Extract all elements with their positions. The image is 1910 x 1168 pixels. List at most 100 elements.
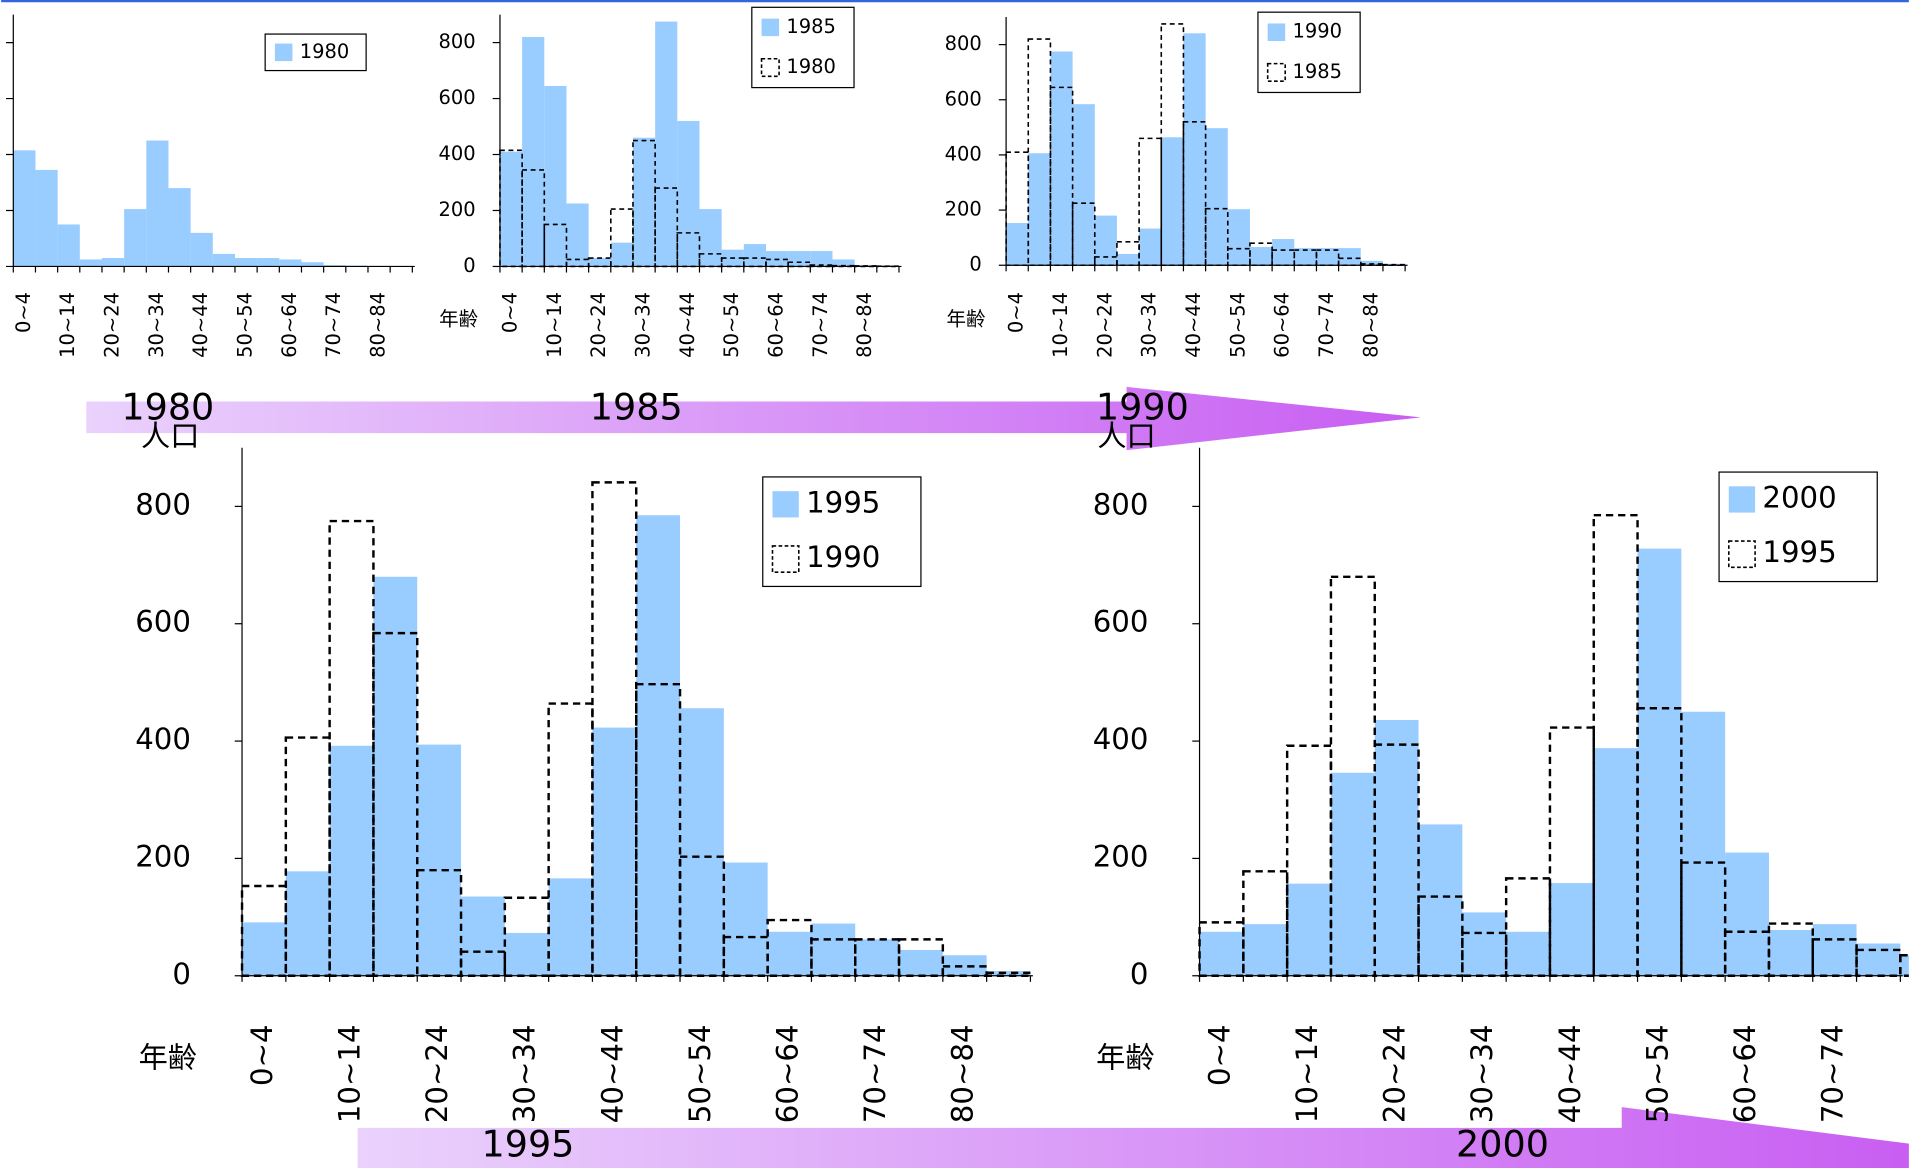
x-tick-label: 30~34 <box>632 292 655 358</box>
y-tick-label: 400 <box>438 142 475 165</box>
bar <box>1161 137 1184 266</box>
legend-swatch <box>761 18 780 37</box>
bar <box>1199 931 1244 976</box>
bar <box>1900 955 1909 976</box>
legend-swatch <box>274 43 293 62</box>
x-axis-label: 年齢 <box>946 307 985 330</box>
bar <box>899 949 943 976</box>
bar-outline <box>1242 870 1289 977</box>
bar <box>942 955 987 976</box>
x-tick-label: 80~84 <box>1359 292 1382 358</box>
bar <box>1418 824 1463 976</box>
x-tick-label: 20~24 <box>587 292 610 358</box>
x-tick-label: 30~34 <box>1138 292 1161 358</box>
bar <box>1725 852 1769 976</box>
bar <box>1637 548 1682 976</box>
x-tick-label: 30~34 <box>1465 1024 1499 1123</box>
x-tick-label: 50~54 <box>1226 292 1249 358</box>
bar <box>373 576 418 976</box>
y-tick-label: 200 <box>438 198 475 221</box>
x-tick-label: 40~44 <box>595 1024 629 1123</box>
legend-label: 1985 <box>1293 60 1343 83</box>
timeline-year: 1995 <box>482 1123 575 1166</box>
bar-outline <box>591 481 638 977</box>
bar <box>680 708 724 976</box>
y-tick-label: 200 <box>1093 839 1149 873</box>
bar <box>699 209 722 267</box>
x-tick-label: 0~4 <box>12 292 35 333</box>
x-tick-label: 60~64 <box>1728 1024 1762 1123</box>
bar <box>588 258 611 267</box>
x-tick-label: 20~24 <box>420 1024 454 1123</box>
x-tick-label: 20~24 <box>1093 292 1116 358</box>
y-tick-label: 800 <box>438 30 475 53</box>
x-tick-label: 40~44 <box>676 292 699 358</box>
bar-outline <box>1271 249 1296 267</box>
bar <box>1549 883 1594 976</box>
bar <box>1856 943 1901 976</box>
bar-outline <box>1461 931 1508 977</box>
bar <box>1183 33 1206 266</box>
bar-outline <box>1315 249 1340 267</box>
bar <box>1768 930 1813 976</box>
bar <box>1028 153 1051 266</box>
bar <box>986 971 1031 976</box>
bar <box>548 878 593 976</box>
bar <box>234 258 258 267</box>
bar <box>743 244 766 267</box>
x-axis-label: 年齢 <box>139 1041 197 1075</box>
bar <box>1139 228 1162 266</box>
bar <box>212 253 235 267</box>
x-tick-label: 50~54 <box>720 292 743 358</box>
bar-outline <box>1138 137 1163 267</box>
y-tick-label: 600 <box>945 87 982 110</box>
bar <box>301 262 324 267</box>
timeline-arrow <box>86 386 1421 451</box>
x-tick-label: 10~14 <box>1290 1024 1324 1123</box>
legend-label: 1990 <box>1293 20 1343 43</box>
timeline-arrow <box>357 1107 1909 1168</box>
legend-swatch <box>1728 540 1756 569</box>
x-tick-label: 40~44 <box>189 292 212 358</box>
y-tick-label: 800 <box>135 487 191 521</box>
bar <box>257 258 280 267</box>
legend-swatch <box>1266 62 1286 82</box>
x-tick-label: 80~84 <box>853 292 876 358</box>
bar <box>124 209 147 267</box>
bar <box>788 251 811 267</box>
x-tick-label: 60~64 <box>278 292 301 358</box>
y-axis-label: 人口 <box>1097 419 1155 453</box>
x-tick-label: 60~64 <box>1271 292 1294 358</box>
y-tick-label: 200 <box>135 839 191 873</box>
x-tick-label: 30~34 <box>145 292 168 358</box>
legend-label: 1995 <box>806 485 880 519</box>
bar <box>723 862 768 976</box>
x-tick-label: 10~14 <box>333 1024 367 1123</box>
bar <box>285 871 330 976</box>
bar <box>1272 239 1295 266</box>
bar-outline <box>985 971 1032 977</box>
legend-swatch <box>1728 486 1756 513</box>
bar <box>767 931 812 976</box>
legend-label: 2000 <box>1762 480 1836 514</box>
bar <box>1338 248 1361 266</box>
bar <box>1006 223 1029 266</box>
bar <box>1330 772 1375 976</box>
legend-swatch <box>771 545 800 573</box>
x-tick-label: 50~54 <box>234 292 257 358</box>
bar-outline <box>1337 257 1362 267</box>
x-tick-label: 80~84 <box>367 292 390 358</box>
y-tick-label: 0 <box>172 957 191 991</box>
timeline-year: 2000 <box>1456 1123 1549 1166</box>
x-tick-label: 60~64 <box>765 292 788 358</box>
bar <box>522 36 545 267</box>
legend-label: 1985 <box>786 15 836 38</box>
bar <box>632 137 656 267</box>
bar <box>1249 247 1273 266</box>
x-tick-label: 0~4 <box>499 292 522 333</box>
bar <box>1812 924 1857 976</box>
bar-outline <box>1182 121 1207 267</box>
charts: 0 200 400 600 800 0~4 10~14 20~24 30~34 40~44 50~5… <box>5 6 1909 1123</box>
bar <box>1116 253 1140 266</box>
bar <box>1506 931 1550 976</box>
